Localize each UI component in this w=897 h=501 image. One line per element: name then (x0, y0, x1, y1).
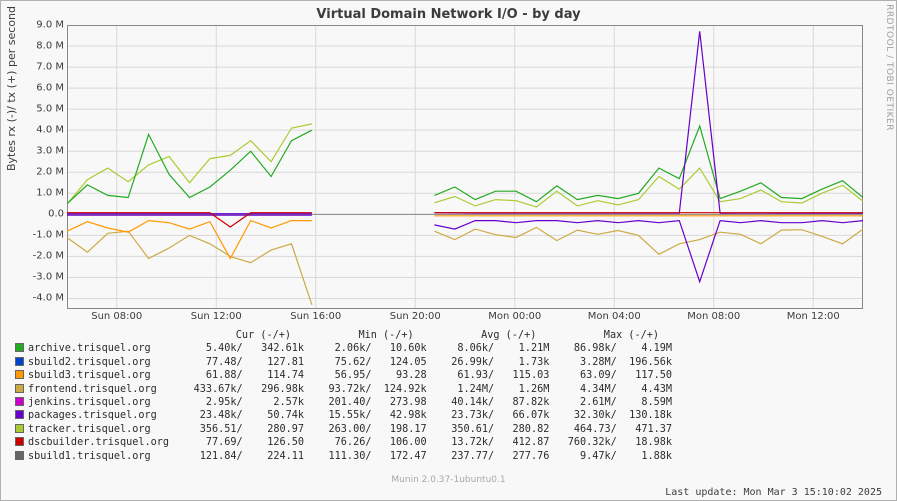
footer-version: Munin 2.0.37-1ubuntu0.1 (1, 475, 896, 485)
x-tick-label: Mon 08:00 (687, 311, 740, 322)
legend-row: sbuild1.trisquel.org 121.84/ 224.11 111.… (15, 450, 672, 463)
legend-row: tracker.trisquel.org 356.51/ 280.97 263.… (15, 423, 672, 436)
legend-swatch (15, 397, 24, 406)
x-tick-label: Sun 16:00 (290, 311, 341, 322)
legend-row: packages.trisquel.org 23.48k/ 50.74k 15.… (15, 409, 672, 422)
y-tick-label: -4.0 M (8, 293, 64, 304)
legend-swatch (15, 424, 24, 433)
legend-swatch (15, 410, 24, 419)
side-credit: RRDTOOL / TOBI OETIKER (884, 4, 894, 131)
chart-frame: Virtual Domain Network I/O - by day Byte… (0, 0, 897, 501)
x-tick-label: Sun 20:00 (390, 311, 441, 322)
x-tick-label: Mon 12:00 (787, 311, 840, 322)
legend-swatch (15, 451, 24, 460)
y-tick-label: -1.0 M (8, 230, 64, 241)
y-tick-label: 6.0 M (8, 83, 64, 94)
x-tick-label: Mon 00:00 (488, 311, 541, 322)
legend-row: sbuild2.trisquel.org 77.48/ 127.81 75.62… (15, 356, 672, 369)
y-tick-label: 3.0 M (8, 146, 64, 157)
x-tick-label: Sun 12:00 (191, 311, 242, 322)
y-tick-label: -3.0 M (8, 272, 64, 283)
plot-area (67, 25, 863, 309)
plot-svg (67, 25, 863, 309)
footer-update: Last update: Mon Mar 3 15:10:02 2025 (665, 487, 882, 498)
legend-table: Cur (-/+) Min (-/+) Avg (-/+) Max (-/+) … (15, 329, 672, 463)
x-tick-label: Sun 08:00 (91, 311, 142, 322)
x-tick-label: Mon 04:00 (588, 311, 641, 322)
legend-row: dscbuilder.trisquel.org 77.69/ 126.50 76… (15, 436, 672, 449)
y-tick-label: -2.0 M (8, 251, 64, 262)
legend-swatch (15, 384, 24, 393)
legend-swatch (15, 370, 24, 379)
y-tick-label: 9.0 M (8, 20, 64, 31)
y-tick-label: 7.0 M (8, 62, 64, 73)
legend-row: archive.trisquel.org 5.40k/ 342.61k 2.06… (15, 342, 672, 355)
legend-row: sbuild3.trisquel.org 61.88/ 114.74 56.95… (15, 369, 672, 382)
y-tick-label: 8.0 M (8, 41, 64, 52)
chart-title: Virtual Domain Network I/O - by day (1, 7, 896, 22)
legend-row: frontend.trisquel.org 433.67k/ 296.98k 9… (15, 383, 672, 396)
y-tick-label: 1.0 M (8, 188, 64, 199)
legend-swatch (15, 437, 24, 446)
y-tick-label: 2.0 M (8, 167, 64, 178)
y-tick-label: 5.0 M (8, 104, 64, 115)
legend-row: jenkins.trisquel.org 2.95k/ 2.57k 201.40… (15, 396, 672, 409)
y-tick-label: 4.0 M (8, 125, 64, 136)
legend-swatch (15, 343, 24, 352)
y-tick-label: 0.0 (8, 209, 64, 220)
legend-swatch (15, 357, 24, 366)
legend-header: Cur (-/+) Min (-/+) Avg (-/+) Max (-/+) (15, 329, 672, 342)
